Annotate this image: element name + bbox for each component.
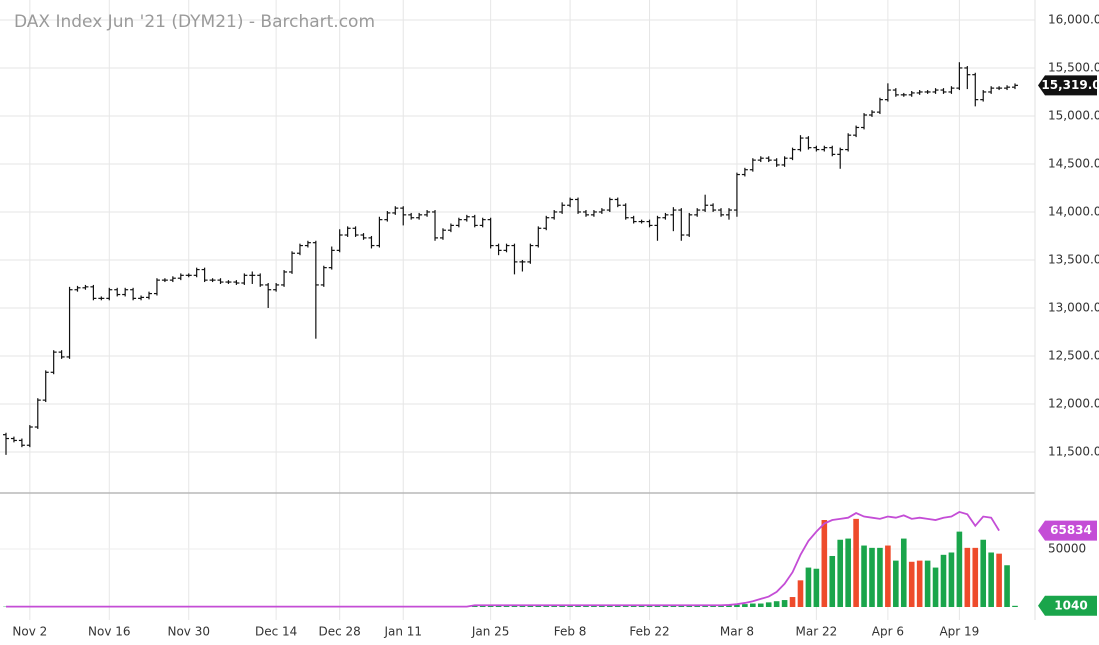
volume-average-tag (1038, 520, 1097, 541)
volume-bar (1012, 605, 1018, 608)
volume-bar (797, 580, 804, 608)
x-tick-label: Apr 19 (939, 625, 979, 639)
x-tick-label: Mar 22 (796, 625, 838, 639)
last-volume-label: 1040 (1054, 598, 1087, 612)
volume-bar (781, 600, 788, 608)
volume-bar (980, 539, 987, 608)
volume-bar (805, 567, 812, 608)
last-price-label: 15,319.0 (1041, 78, 1099, 92)
x-tick-label: Dec 28 (319, 625, 361, 639)
y-tick-label: 14,500.0 (1048, 156, 1099, 170)
volume-bar (734, 604, 740, 608)
y-tick-label: 13,000.0 (1048, 300, 1099, 314)
volume-bar (996, 553, 1002, 608)
volume-bar (869, 547, 875, 608)
x-tick-label: Nov 30 (167, 625, 210, 639)
volume-bar (757, 603, 764, 608)
volume-bar (940, 554, 947, 608)
chart-title: DAX Index Jun '21 (DYM21) - Barchart.com (14, 12, 375, 32)
volume-bar (924, 560, 931, 608)
volume-average-line (6, 510, 1000, 608)
volume-bar (900, 538, 907, 608)
y-tick-label: 12,500.0 (1048, 348, 1099, 362)
volume-bar (813, 568, 820, 608)
volume-bar (956, 531, 963, 608)
volume-bar (837, 539, 844, 608)
last-price-tag (1038, 75, 1097, 96)
volume-bar (773, 601, 780, 608)
volume-bar (861, 545, 867, 608)
volume-bar (893, 560, 899, 608)
grid (0, 0, 1035, 620)
x-tick-label: Feb 22 (629, 625, 669, 639)
volume-bar (1004, 565, 1010, 608)
y-tick-label: 15,500.0 (1048, 60, 1099, 74)
volume-average-label: 65834 (1050, 523, 1092, 537)
volume-bar (845, 538, 851, 608)
volume-bar (877, 547, 883, 608)
marks (3, 62, 1018, 608)
volume-bar (932, 567, 939, 608)
volume-tick-label: 50000 (1048, 542, 1086, 556)
x-tick-label: Jan 25 (471, 625, 510, 639)
y-tick-label: 15,000.0 (1048, 108, 1099, 122)
volume-bar (916, 560, 923, 608)
volume-bar (750, 603, 756, 608)
volume-bar (885, 545, 891, 608)
x-tick-label: Feb 8 (554, 625, 587, 639)
volume-bar (853, 518, 859, 608)
x-tick-label: Nov 16 (88, 625, 131, 639)
labels: Nov 2 Nov 16 Nov 30 Dec 14 Dec 28 Jan 11 Jan 2… (12, 12, 1099, 638)
last-volume-tag (1038, 595, 1097, 616)
y-tick-label: 16,000.0 (1048, 12, 1099, 26)
volume-bar (972, 547, 979, 608)
volume-bar (765, 602, 772, 608)
x-tick-label: Jan 11 (383, 625, 422, 639)
volume-bar (821, 520, 828, 608)
y-tick-label: 12,000.0 (1048, 396, 1099, 410)
y-tick-label: 11,500.0 (1048, 444, 1099, 458)
volume-bar (789, 597, 796, 608)
x-tick-label: Apr 6 (872, 625, 904, 639)
volume-bar (829, 555, 836, 608)
x-tick-label: Dec 14 (255, 625, 297, 639)
volume-bar (726, 605, 732, 608)
y-tick-label: 13,500.0 (1048, 252, 1099, 266)
y-tick-label: 14,000.0 (1048, 204, 1099, 218)
x-tick-label: Nov 2 (12, 625, 47, 639)
x-tick-label: Mar 8 (720, 625, 754, 639)
volume-bar (948, 552, 955, 608)
volume-bar (964, 547, 971, 608)
volume-bar (988, 552, 994, 608)
volume-bar (908, 561, 915, 608)
volume-bar (742, 604, 748, 608)
